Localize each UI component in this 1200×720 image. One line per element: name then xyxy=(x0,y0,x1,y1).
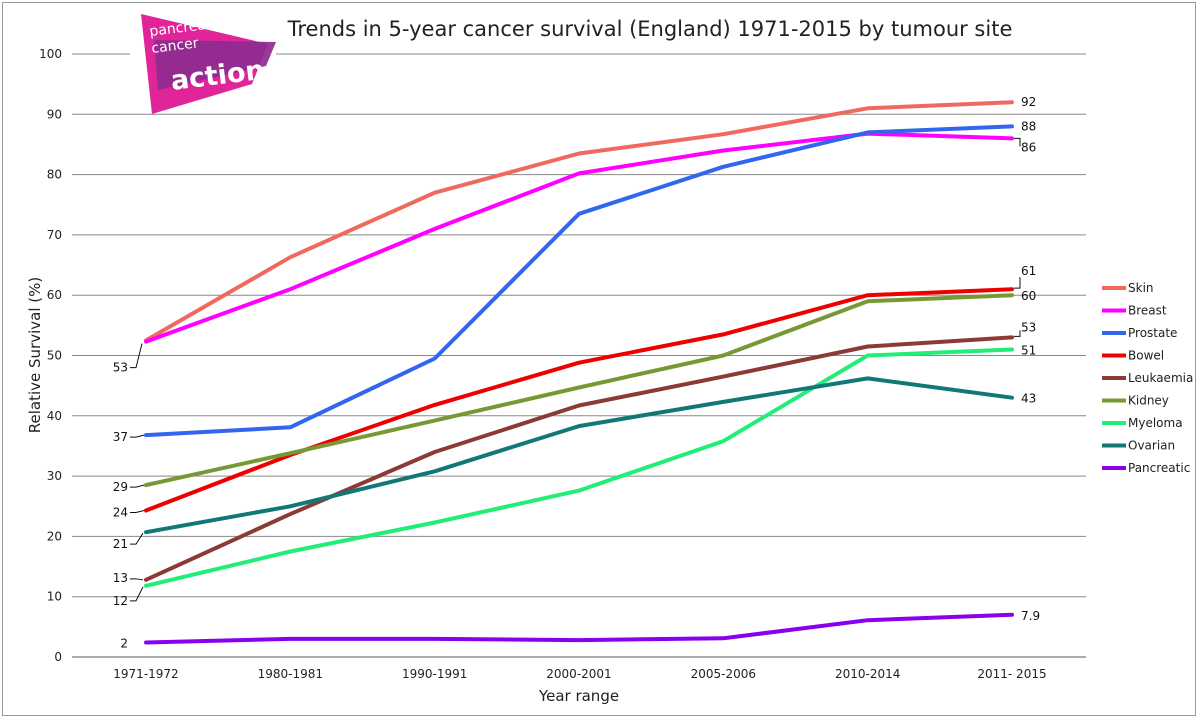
y-tick-label: 60 xyxy=(47,288,62,302)
data-label-kidney-end: 60 xyxy=(1021,289,1036,303)
data-label-pancreatic-start: 2 xyxy=(120,637,128,651)
series-line-kidney xyxy=(144,293,1014,488)
legend-label-prostate: Prostate xyxy=(1128,326,1177,340)
series-line-bowel xyxy=(144,287,1014,513)
data-label-leader xyxy=(1014,277,1021,289)
x-tick-label: 2000-2001 xyxy=(546,667,611,681)
y-tick-label: 70 xyxy=(47,228,62,242)
data-label-leader xyxy=(130,586,144,602)
data-label-bowel-start: 24 xyxy=(113,505,128,519)
x-tick-label: 1971-1972 xyxy=(113,667,178,681)
y-tick-label: 20 xyxy=(47,529,62,543)
y-tick-label: 80 xyxy=(47,168,62,182)
data-label-pancreatic-end: 7.9 xyxy=(1021,609,1040,623)
legend-label-kidney: Kidney xyxy=(1128,394,1169,408)
logo-text-line2: cancer xyxy=(151,35,200,57)
data-label-ovarian-start: 21 xyxy=(113,537,128,551)
data-label-leader xyxy=(1014,330,1021,337)
x-axis-ticks: 1971-1972 1980-1981 1990-1991 2000-2001 2005… xyxy=(113,667,1046,681)
data-label-kidney-start: 29 xyxy=(113,480,128,494)
data-label-prostate-start: 37 xyxy=(113,430,128,444)
data-label-leukaemia-start: 13 xyxy=(113,571,128,585)
pancreatic-cancer-action-logo: pancreatic cancer action xyxy=(130,14,276,114)
y-axis-ticks: 0 10 20 30 40 50 60 70 80 90 100 xyxy=(39,47,62,664)
data-label-bowel-end: 61 xyxy=(1021,264,1036,278)
data-label-leader xyxy=(130,343,143,369)
data-label-leader xyxy=(130,532,144,545)
y-tick-label: 40 xyxy=(47,409,62,423)
data-label-skin-end: 92 xyxy=(1021,95,1036,109)
series-line-myeloma xyxy=(144,347,1014,588)
data-label-breast-start: 53 xyxy=(113,361,128,375)
legend-label-breast: Breast xyxy=(1128,304,1167,318)
series-line-pancreatic xyxy=(144,612,1014,645)
x-tick-label: 2010-2014 xyxy=(835,667,900,681)
series-line-leukaemia xyxy=(144,335,1014,582)
legend-label-myeloma: Myeloma xyxy=(1128,416,1183,430)
series-line-skin xyxy=(144,100,1014,343)
data-label-leader xyxy=(130,434,145,438)
y-axis-title: Relative Survival (%) xyxy=(26,277,44,433)
data-label-breast-end: 86 xyxy=(1021,140,1036,154)
legend-label-bowel: Bowel xyxy=(1128,349,1164,363)
data-label-leader xyxy=(130,509,145,513)
y-tick-label: 10 xyxy=(47,590,62,604)
legend-label-ovarian: Ovarian xyxy=(1128,439,1175,453)
y-tick-label: 30 xyxy=(47,469,62,483)
legend-label-leukaemia: Leukaemia xyxy=(1128,371,1193,385)
data-label-leader xyxy=(130,484,145,488)
chart-title: Trends in 5-year cancer survival (Englan… xyxy=(287,17,1013,41)
data-label-myeloma-end: 51 xyxy=(1021,343,1036,357)
series-line-prostate xyxy=(144,124,1014,438)
legend-label-pancreatic: Pancreatic xyxy=(1128,461,1190,475)
x-tick-label: 1990-1991 xyxy=(402,667,467,681)
series-line-breast xyxy=(144,131,1014,344)
data-label-ovarian-end: 43 xyxy=(1021,392,1036,406)
x-tick-label: 1980-1981 xyxy=(258,667,323,681)
legend: Skin Breast Prostate Bowel Leukaemia Kidney My… xyxy=(1102,281,1193,475)
data-label-leader xyxy=(130,578,144,581)
data-label-leukaemia-end: 53 xyxy=(1021,320,1036,334)
data-label-leader xyxy=(1014,137,1021,147)
series-line-ovarian xyxy=(144,376,1014,535)
y-tick-label: 0 xyxy=(54,650,62,664)
data-label-myeloma-start: 12 xyxy=(113,594,128,608)
y-tick-label: 90 xyxy=(47,107,62,121)
series-lines xyxy=(144,100,1014,645)
x-tick-label: 2011- 2015 xyxy=(977,667,1046,681)
y-tick-label: 50 xyxy=(47,349,62,363)
data-labels: 92 88 86 61 60 53 51 43 7.9 53 37 29 24 21 13 12 2 xyxy=(113,95,1040,650)
x-axis-title: Year range xyxy=(538,687,619,705)
legend-label-skin: Skin xyxy=(1128,281,1154,295)
y-tick-label: 100 xyxy=(39,47,62,61)
data-label-prostate-end: 88 xyxy=(1021,119,1036,133)
x-tick-label: 2005-2006 xyxy=(691,667,756,681)
logo-shape-purple xyxy=(154,40,276,90)
